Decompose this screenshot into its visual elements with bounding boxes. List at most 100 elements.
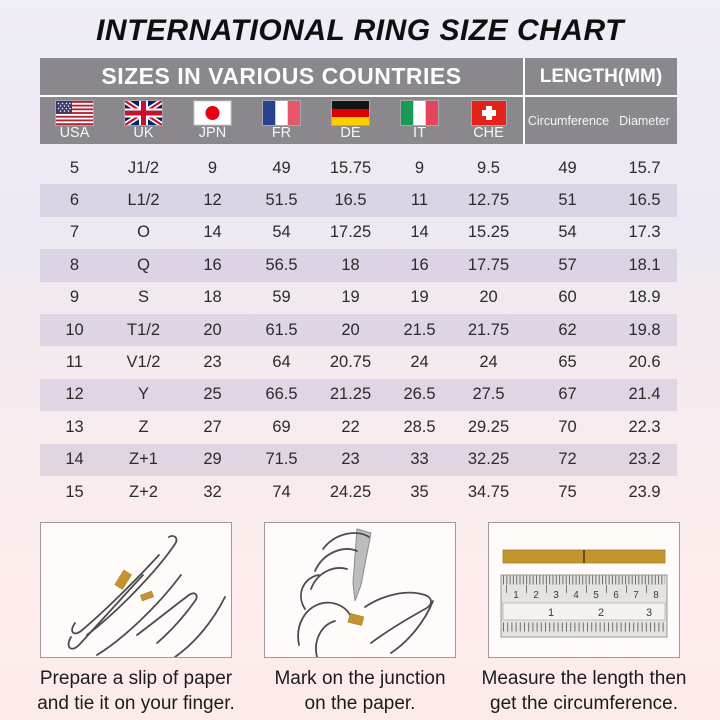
table-cell: 51.5: [265, 191, 298, 210]
germany-flag-icon: [332, 100, 369, 125]
table-cell: 14: [410, 223, 429, 242]
table-cell: 5: [69, 158, 80, 177]
instruction-caption-2: Mark on the junction on the paper.: [244, 666, 476, 716]
table-row: 15 Z+2 32 74 24.25 35 34.75 75 23.9: [40, 476, 677, 508]
table-cell: 21.5: [403, 320, 436, 339]
table-cell: 20.6: [628, 353, 661, 372]
country-column-de: DE: [316, 100, 385, 141]
table-row: 6 L1/2 12 51.5 16.5 11 12.75 51 16.5: [40, 184, 677, 217]
table-cell: 8: [69, 255, 80, 274]
table-cell: 67: [558, 385, 577, 404]
country-label: JPN: [198, 124, 227, 141]
table-row: 5 J1/2 9 49 15.75 9 9.5 49 15.7: [40, 152, 677, 184]
header-sizes-in-various-countries: SIZES IN VARIOUS COUNTRIES: [101, 63, 462, 89]
table-cell: 9: [69, 288, 80, 307]
instruction-caption-1: Prepare a slip of paper and tie it on yo…: [20, 666, 252, 716]
ruler-cm-number: 6: [613, 590, 619, 601]
country-column-usa: USA: [40, 100, 109, 141]
ruler-cm-number: 8: [653, 590, 659, 601]
country-column-uk: UK: [109, 100, 178, 141]
table-cell: 18: [203, 288, 222, 307]
table-row: 13 Z 27 69 22 28.5 29.25 70 22.3: [40, 411, 677, 443]
table-row: 14 Z+1 29 71.5 23 33 32.25 72 23.2: [40, 443, 677, 476]
table-cell: 13: [65, 417, 84, 436]
table-cell: 69: [272, 417, 291, 436]
table-cell: 16: [410, 255, 429, 274]
table-cell: 23.2: [628, 450, 661, 469]
ruler-inch-number: 1: [548, 607, 554, 619]
table-cell: 28.5: [403, 417, 436, 436]
size-chart: SIZES IN VARIOUS COUNTRIES LENGTH(MM): [40, 58, 677, 508]
table-cell: 22: [341, 417, 360, 436]
table-cell: 24.25: [329, 482, 372, 501]
diameter-column-header: Diameter: [619, 113, 670, 128]
table-cell: 15: [65, 482, 84, 501]
table-row: 9 S 18 59 19 19 20 60 18.9: [40, 282, 677, 314]
table-cell: Y: [137, 385, 149, 404]
country-column-it: IT: [385, 100, 454, 141]
ruler-inch-number: 3: [646, 607, 652, 619]
table-cell: 59: [272, 288, 291, 307]
ruler-cm-number: 7: [633, 590, 639, 601]
table-cell: S: [137, 288, 149, 307]
table-cell: 6: [69, 191, 80, 210]
table-cell: 11: [65, 353, 84, 372]
table-cell: 54: [272, 223, 291, 242]
country-label: CHE: [473, 124, 504, 141]
country-flags-row: USA UK JPN: [40, 97, 677, 144]
ruler-inch-number: 2: [598, 607, 604, 619]
hand-marking-pen-icon: [297, 528, 434, 659]
table-cell: Z: [138, 417, 149, 436]
instruction-caption-3: Measure the length then get the circumfe…: [468, 666, 700, 716]
table-cell: 60: [558, 288, 577, 307]
table-cell: 74: [272, 482, 291, 501]
table-cell: 12.75: [467, 191, 510, 210]
table-cell: 75: [558, 482, 577, 501]
usa-flag-icon: [56, 100, 93, 125]
table-cell: 64: [272, 353, 291, 372]
table-cell: 9.5: [477, 158, 500, 177]
table-cell: 56.5: [265, 255, 298, 274]
table-cell: 15.7: [628, 158, 661, 177]
table-cell: 21.75: [467, 320, 510, 339]
country-label: FR: [271, 124, 292, 141]
circumference-column-header: Circumference: [523, 97, 612, 144]
table-cell: 17.3: [628, 223, 661, 242]
country-column-fr: FR: [247, 100, 316, 141]
table-cell: 33: [410, 450, 429, 469]
table-cell: 34.75: [467, 482, 510, 501]
table-cell: 14: [203, 223, 222, 242]
table-row: 11 V1/2 23 64 20.75 24 24 65 20.6: [40, 346, 677, 378]
table-cell: 22.3: [628, 417, 661, 436]
table-cell: 19: [341, 288, 360, 307]
table-cell: 18: [341, 255, 360, 274]
table-cell: Z+2: [129, 482, 158, 501]
table-cell: 7: [69, 223, 80, 242]
table-cell: Z+1: [129, 450, 158, 469]
country-column-jpn: JPN: [178, 100, 247, 141]
table-cell: 20.75: [329, 353, 372, 372]
table-cell: 9: [207, 158, 218, 177]
table-cell: V1/2: [126, 353, 161, 372]
caption-line: Mark on the junction: [274, 668, 446, 690]
country-label: UK: [133, 124, 154, 141]
table-cell: 66.5: [265, 385, 298, 404]
illustration-measure-ruler: 1 2 3 4 5 6 7 8 1 2 3: [488, 522, 680, 659]
table-cell: 9: [414, 158, 425, 177]
table-cell: 32: [203, 482, 222, 501]
country-column-che: CHE: [454, 100, 523, 141]
table-cell: 17.75: [467, 255, 510, 274]
table-cell: 19.8: [628, 320, 661, 339]
table-cell: 12: [203, 191, 222, 210]
ruler-cm-number: 1: [513, 590, 519, 601]
table-row: 10 T1/2 20 61.5 20 21.5 21.75 62 19.8: [40, 313, 677, 347]
uk-flag-icon: [125, 100, 162, 125]
table-cell: 21.25: [329, 385, 372, 404]
table-cell: 16.5: [628, 191, 661, 210]
instructions-section: Prepare a slip of paper and tie it on yo…: [37, 522, 686, 716]
page-title: INTERNATIONAL RING SIZE CHART: [96, 14, 624, 47]
table-cell: 23: [341, 450, 360, 469]
hand-with-paper-strip-icon: [67, 535, 226, 659]
table-cell: 24: [410, 353, 429, 372]
table-cell: 57: [558, 255, 577, 274]
